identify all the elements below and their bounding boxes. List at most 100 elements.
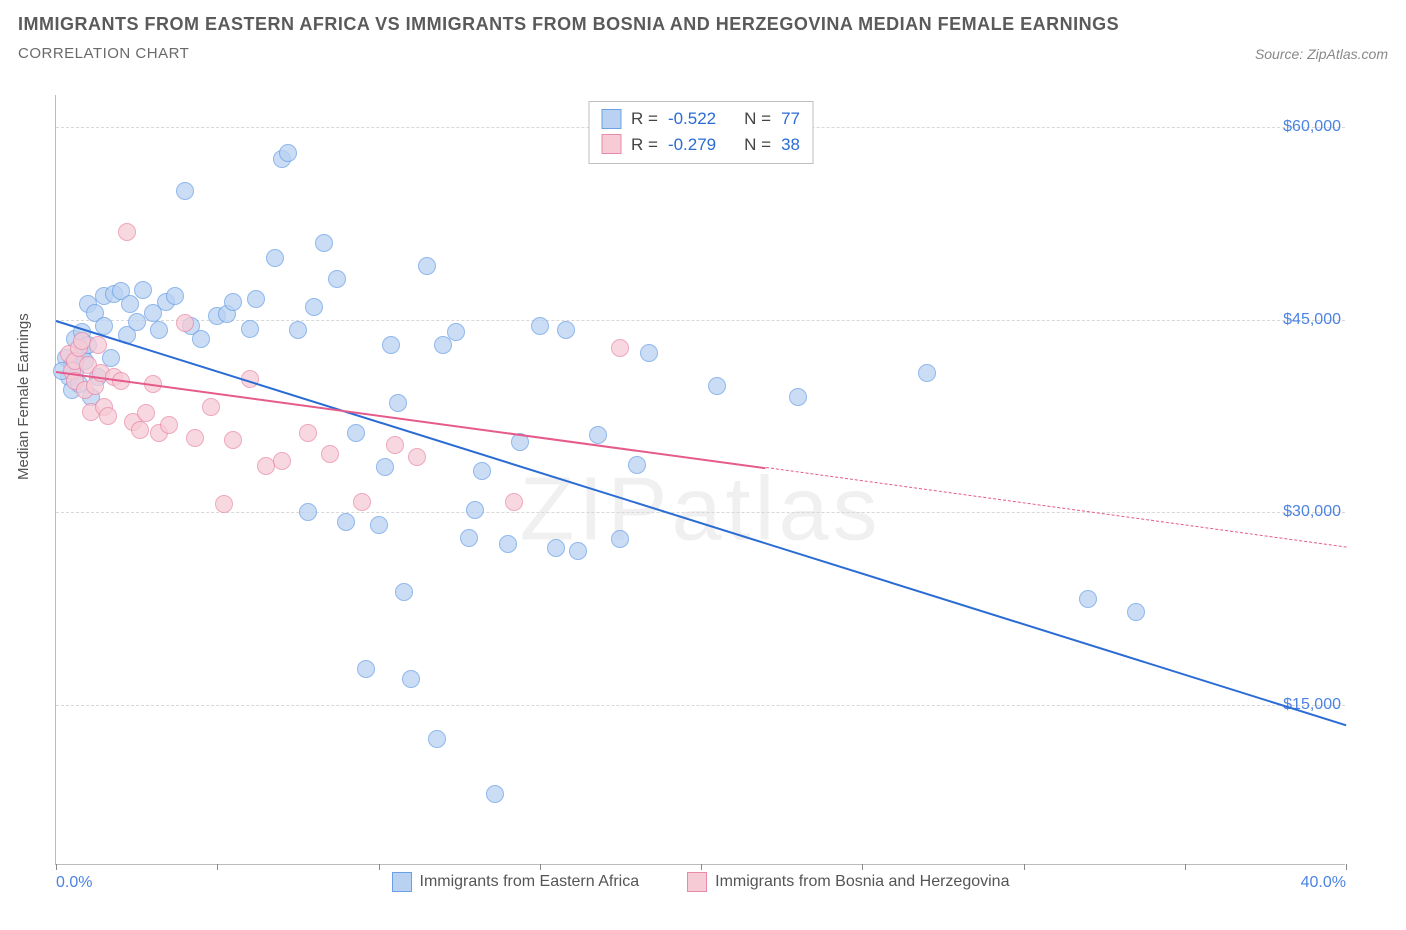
- data-point: [192, 330, 210, 348]
- data-point: [315, 234, 333, 252]
- data-point: [640, 344, 658, 362]
- data-point: [202, 398, 220, 416]
- legend-item-b: Immigrants from Bosnia and Herzegovina: [687, 872, 1009, 892]
- page: IMMIGRANTS FROM EASTERN AFRICA VS IMMIGR…: [0, 0, 1406, 930]
- data-point: [224, 293, 242, 311]
- data-point: [382, 336, 400, 354]
- stats-r-value-b: -0.279: [668, 132, 716, 158]
- source-label: Source: ZipAtlas.com: [1255, 46, 1388, 62]
- data-point: [408, 448, 426, 466]
- data-point: [89, 336, 107, 354]
- x-tick-mark: [379, 864, 380, 870]
- data-point: [118, 223, 136, 241]
- data-point: [708, 377, 726, 395]
- data-point: [611, 339, 629, 357]
- chart-title: IMMIGRANTS FROM EASTERN AFRICA VS IMMIGR…: [18, 10, 1388, 39]
- data-point: [473, 462, 491, 480]
- stats-n-label-b: N =: [744, 132, 771, 158]
- stats-row-series-a: R = -0.522 N = 77: [601, 106, 800, 132]
- legend-swatch-a: [392, 872, 412, 892]
- data-point: [569, 542, 587, 560]
- stats-r-value-a: -0.522: [668, 106, 716, 132]
- data-point: [466, 501, 484, 519]
- data-point: [402, 670, 420, 688]
- data-point: [73, 332, 91, 350]
- data-point: [918, 364, 936, 382]
- data-point: [389, 394, 407, 412]
- data-point: [186, 429, 204, 447]
- data-point: [547, 539, 565, 557]
- data-point: [395, 583, 413, 601]
- data-point: [160, 416, 178, 434]
- data-point: [137, 404, 155, 422]
- chart-subtitle: CORRELATION CHART: [18, 45, 1388, 62]
- data-point: [299, 503, 317, 521]
- stats-n-value-b: 38: [781, 132, 800, 158]
- data-point: [418, 257, 436, 275]
- data-point: [299, 424, 317, 442]
- data-point: [347, 424, 365, 442]
- chart-header: IMMIGRANTS FROM EASTERN AFRICA VS IMMIGR…: [18, 10, 1388, 62]
- y-tick-label: $15,000: [1283, 696, 1341, 714]
- data-point: [337, 513, 355, 531]
- data-point: [589, 426, 607, 444]
- legend-item-a: Immigrants from Eastern Africa: [392, 872, 640, 892]
- legend-swatch-b: [687, 872, 707, 892]
- data-point: [289, 321, 307, 339]
- legend-label-b: Immigrants from Bosnia and Herzegovina: [715, 873, 1009, 891]
- data-point: [176, 182, 194, 200]
- y-tick-label: $60,000: [1283, 118, 1341, 136]
- y-tick-label: $45,000: [1283, 311, 1341, 329]
- x-tick-mark: [1024, 864, 1025, 870]
- data-point: [305, 298, 323, 316]
- gridline: [56, 512, 1345, 513]
- data-point: [224, 431, 242, 449]
- data-point: [273, 452, 291, 470]
- stats-r-label-b: R =: [631, 132, 658, 158]
- x-tick-mark: [862, 864, 863, 870]
- data-point: [128, 313, 146, 331]
- data-point: [247, 290, 265, 308]
- data-point: [99, 407, 117, 425]
- data-point: [176, 314, 194, 332]
- legend-label-a: Immigrants from Eastern Africa: [420, 873, 640, 891]
- data-point: [131, 421, 149, 439]
- data-point: [486, 785, 504, 803]
- data-point: [328, 270, 346, 288]
- data-point: [1079, 590, 1097, 608]
- data-point: [460, 529, 478, 547]
- data-point: [499, 535, 517, 553]
- data-point: [353, 493, 371, 511]
- gridline: [56, 705, 1345, 706]
- stats-row-series-b: R = -0.279 N = 38: [601, 132, 800, 158]
- data-point: [357, 660, 375, 678]
- data-point: [121, 295, 139, 313]
- data-point: [266, 249, 284, 267]
- data-point: [628, 456, 646, 474]
- data-point: [1127, 603, 1145, 621]
- data-point: [370, 516, 388, 534]
- data-point: [611, 530, 629, 548]
- stats-swatch-a: [601, 109, 621, 129]
- x-tick-mark: [217, 864, 218, 870]
- trend-line-extrapolated: [765, 467, 1346, 548]
- trend-line: [56, 320, 1347, 726]
- data-point: [279, 144, 297, 162]
- data-point: [428, 730, 446, 748]
- data-point: [241, 320, 259, 338]
- x-tick-mark: [1185, 864, 1186, 870]
- data-point: [376, 458, 394, 476]
- stats-r-label-a: R =: [631, 106, 658, 132]
- x-tick-mark: [540, 864, 541, 870]
- plot-area: ZIPatlas $15,000$30,000$45,000$60,0000.0…: [55, 95, 1345, 865]
- data-point: [321, 445, 339, 463]
- legend: Immigrants from Eastern Africa Immigrant…: [56, 872, 1345, 892]
- data-point: [166, 287, 184, 305]
- stats-swatch-b: [601, 134, 621, 154]
- data-point: [134, 281, 152, 299]
- data-point: [557, 321, 575, 339]
- stats-n-label-a: N =: [744, 106, 771, 132]
- stats-box: R = -0.522 N = 77 R = -0.279 N = 38: [588, 101, 813, 164]
- data-point: [215, 495, 233, 513]
- data-point: [531, 317, 549, 335]
